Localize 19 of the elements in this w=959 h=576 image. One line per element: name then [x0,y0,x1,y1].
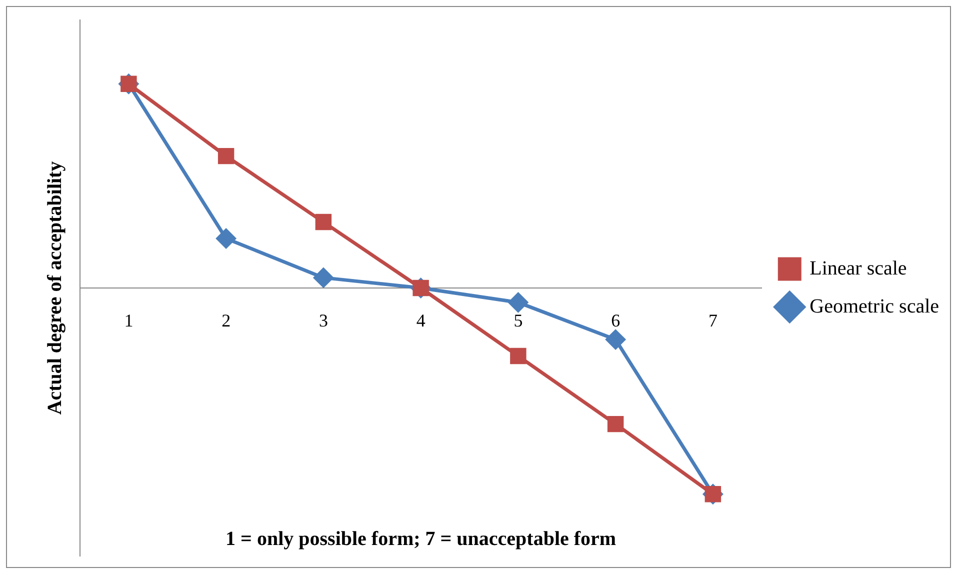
legend-label: Linear scale [810,257,907,280]
point [218,148,234,164]
point [510,348,526,364]
point [508,292,528,312]
point [315,214,332,230]
x-tick-label: 3 [318,310,328,331]
x-tick-label: 2 [222,310,231,331]
point [607,416,624,432]
x-tick-label: 4 [416,310,426,331]
point [606,330,626,350]
x-tick-label: 5 [514,310,523,331]
x-tick-label: 6 [611,310,620,331]
legend-label: Geometric scale [810,295,940,318]
y-axis-title: Actual degree of acceptability [44,161,66,415]
x-tick-label: 1 [124,310,134,331]
x-tick-label: 7 [708,310,718,331]
point [216,228,236,248]
x-axis-title: 1 = only possible form; 7 = unacceptable form [226,528,616,550]
point [314,268,334,288]
